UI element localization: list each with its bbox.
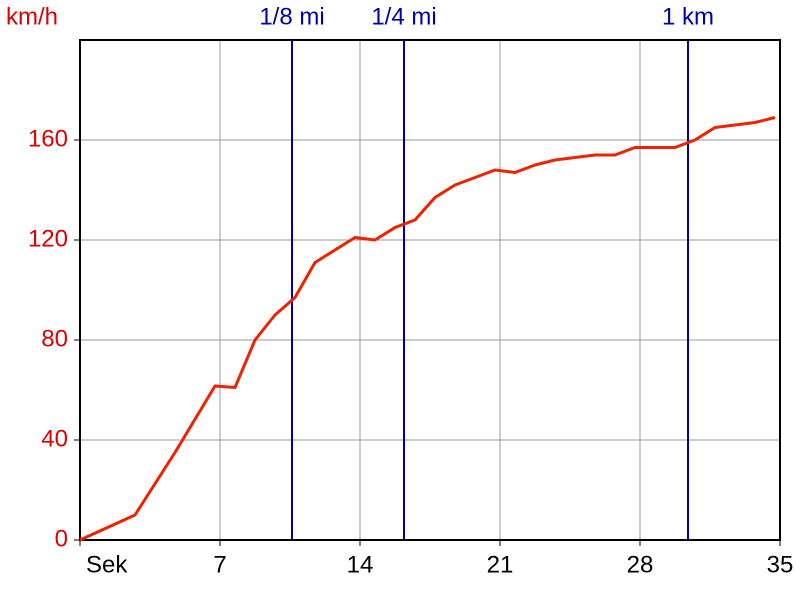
- x-tick-label: 14: [347, 551, 374, 578]
- y-axis-label: km/h: [6, 3, 58, 30]
- speed-line: [79, 116, 776, 542]
- y-tick-label: 160: [28, 125, 68, 152]
- x-tick-label: Sek: [86, 551, 128, 578]
- y-tick-label: 40: [41, 425, 68, 452]
- distance-marker-label: 1/8 mi: [259, 3, 324, 30]
- y-tick-label: 80: [41, 325, 68, 352]
- x-tick-label: 21: [487, 551, 514, 578]
- x-tick-label: 28: [627, 551, 654, 578]
- distance-marker-label: 1/4 mi: [371, 3, 436, 30]
- x-tick-label: 7: [213, 551, 226, 578]
- plot-border: [79, 39, 781, 541]
- distance-marker-label: 1 km: [662, 3, 714, 30]
- y-tick-label: 120: [28, 225, 68, 252]
- y-tick-label: 0: [55, 525, 68, 552]
- x-tick-label: 35: [767, 551, 794, 578]
